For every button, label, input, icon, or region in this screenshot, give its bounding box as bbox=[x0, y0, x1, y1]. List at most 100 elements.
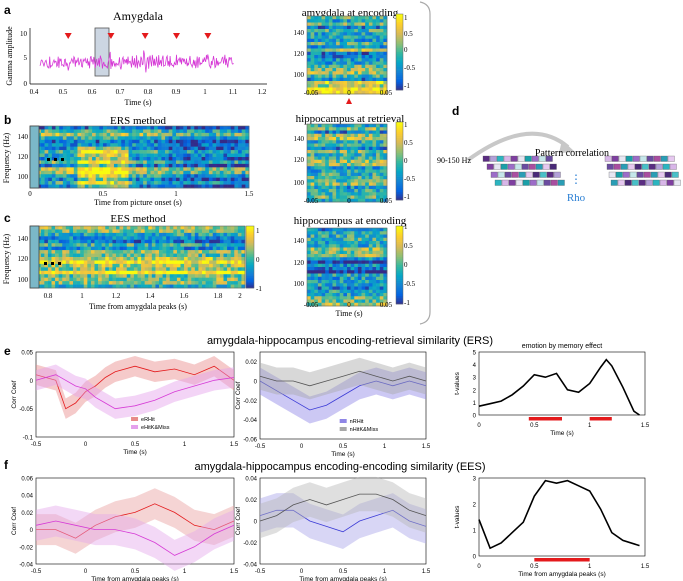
heatmap-cell bbox=[95, 139, 100, 144]
heatmap-cell bbox=[81, 163, 86, 168]
colorbar-step bbox=[396, 46, 403, 49]
heatmap-cell bbox=[90, 277, 95, 282]
vector-cell bbox=[648, 163, 656, 170]
heatmap-cell bbox=[121, 136, 126, 141]
heatmap-cell bbox=[113, 181, 118, 185]
heatmap-cell bbox=[227, 160, 232, 165]
heatmap-cell bbox=[219, 274, 224, 278]
heatmap-cell bbox=[110, 174, 115, 178]
heatmap-cell bbox=[336, 280, 341, 284]
heatmap-cell bbox=[124, 129, 129, 134]
heatmap-cell bbox=[343, 87, 348, 92]
heatmap-cell bbox=[325, 185, 330, 190]
heatmap-cell bbox=[376, 198, 381, 203]
heatmap-cell bbox=[183, 126, 188, 130]
heatmap-cell bbox=[92, 181, 96, 185]
heatmap-cell bbox=[230, 160, 235, 165]
heatmap-cell bbox=[116, 284, 120, 289]
heatmap-cell bbox=[336, 192, 341, 196]
heatmap-cell bbox=[168, 174, 173, 178]
heatmap-cell bbox=[347, 90, 351, 95]
heatmap-cell bbox=[124, 177, 129, 182]
heatmap-cell bbox=[383, 176, 388, 180]
heatmap-cell bbox=[238, 170, 242, 175]
heatmap-cell bbox=[70, 129, 75, 134]
heatmap-cell bbox=[368, 35, 373, 40]
heatmap-cell bbox=[332, 22, 337, 27]
panel-a-xtick: 0.9 bbox=[172, 88, 181, 96]
heatmap-cell bbox=[336, 198, 341, 203]
heatmap-cell bbox=[365, 61, 370, 66]
heatmap-cell bbox=[317, 90, 322, 95]
heatmap-cell bbox=[230, 229, 235, 234]
heatmap-cell bbox=[151, 243, 156, 247]
heatmap-cell bbox=[124, 126, 129, 130]
heatmap-cell bbox=[173, 229, 178, 234]
heatmap-cell bbox=[141, 270, 145, 275]
colorbar-step bbox=[396, 245, 403, 248]
colorbar-step bbox=[246, 281, 254, 284]
heatmap-cell bbox=[132, 157, 137, 161]
error-band bbox=[260, 493, 426, 549]
heatmap-cell bbox=[325, 32, 330, 36]
heatmap-cell bbox=[219, 146, 224, 151]
heatmap-cell bbox=[336, 267, 341, 271]
heatmap-cell bbox=[179, 160, 184, 165]
heatmap-cell bbox=[186, 177, 191, 182]
heatmap-cell bbox=[314, 289, 319, 294]
heatmap-cell bbox=[317, 286, 322, 291]
heatmap-cell bbox=[328, 61, 333, 66]
heatmap-cell bbox=[332, 133, 337, 138]
heatmap-cell bbox=[354, 169, 359, 174]
heatmap-cell bbox=[328, 22, 333, 27]
heatmap-cell bbox=[339, 58, 344, 62]
heatmap-cell bbox=[357, 19, 362, 23]
heatmap-cell bbox=[157, 167, 162, 172]
heatmap-cell bbox=[198, 250, 203, 254]
heatmap-cell bbox=[70, 157, 75, 161]
heatmap-cell bbox=[365, 81, 370, 85]
heatmap-cell bbox=[183, 129, 188, 134]
heatmap-cell bbox=[166, 229, 171, 234]
heatmap-cell bbox=[325, 267, 330, 271]
heatmap-cell bbox=[383, 81, 388, 85]
heatmap-cell bbox=[365, 71, 370, 75]
heatmap-cell bbox=[347, 172, 351, 177]
heatmap-cell bbox=[314, 250, 319, 255]
heatmap-cell bbox=[361, 293, 366, 297]
heatmap-cell bbox=[55, 177, 60, 182]
heatmap-cell bbox=[314, 299, 319, 304]
heatmap-cell bbox=[325, 140, 330, 144]
heatmap-cell bbox=[51, 229, 56, 234]
heatmap-cell bbox=[84, 170, 89, 175]
heatmap-cell bbox=[126, 250, 131, 254]
heatmap-cell bbox=[166, 246, 171, 251]
heatmap-cell bbox=[379, 234, 384, 239]
heatmap-cell bbox=[132, 132, 137, 137]
heatmap-cell bbox=[194, 132, 199, 137]
heatmap-cell bbox=[347, 302, 351, 307]
heatmap-cell bbox=[230, 167, 235, 172]
heatmap-cell bbox=[190, 153, 195, 158]
heatmap-cell bbox=[105, 281, 110, 285]
heatmap-cell bbox=[205, 232, 210, 237]
heatmap-cell bbox=[336, 84, 341, 88]
colorbar-step bbox=[396, 241, 403, 244]
heatmap-cell bbox=[368, 234, 373, 239]
colorbar-step bbox=[246, 227, 254, 230]
heatmap-cell bbox=[143, 174, 148, 178]
heatmap-cell bbox=[310, 19, 315, 23]
heatmap-cell bbox=[40, 160, 45, 165]
y-tick-label: 0.02 bbox=[245, 360, 257, 366]
heatmap-cell bbox=[201, 126, 206, 130]
heatmap-cell bbox=[307, 25, 311, 30]
heatmap-cell bbox=[321, 38, 326, 43]
heatmap-cell bbox=[130, 257, 135, 261]
heatmap-cell bbox=[119, 270, 124, 275]
panel-a-ytick: 5 bbox=[24, 54, 28, 62]
panel-b-xtick: 1.5 bbox=[245, 190, 254, 198]
heatmap-cell bbox=[357, 283, 362, 287]
heatmap-cell bbox=[347, 296, 351, 300]
heatmap-cell bbox=[321, 250, 326, 255]
heatmap-cell bbox=[357, 137, 362, 141]
